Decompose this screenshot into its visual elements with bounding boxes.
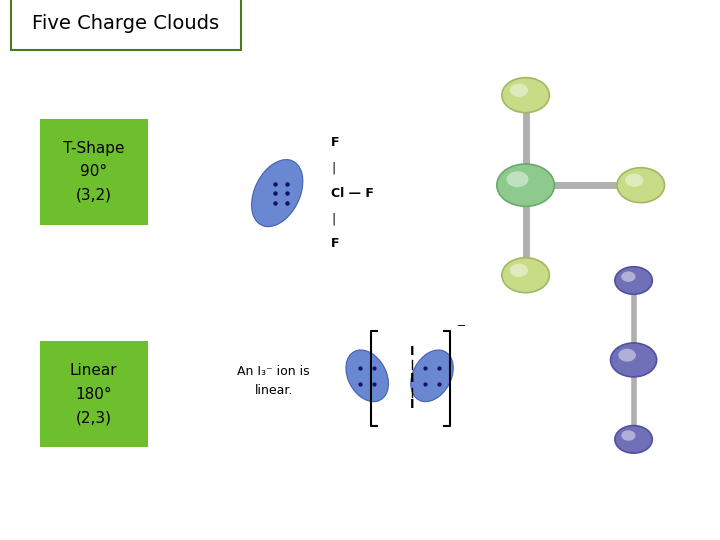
Text: F: F xyxy=(331,238,340,251)
Circle shape xyxy=(617,168,665,202)
Circle shape xyxy=(502,258,549,293)
Ellipse shape xyxy=(251,159,303,227)
Circle shape xyxy=(625,174,643,187)
Text: T-Shape
90°
(3,2): T-Shape 90° (3,2) xyxy=(63,141,125,203)
Text: |: | xyxy=(331,161,336,174)
Circle shape xyxy=(618,349,636,362)
Circle shape xyxy=(621,430,636,441)
Ellipse shape xyxy=(410,350,454,402)
Circle shape xyxy=(615,426,652,453)
Circle shape xyxy=(507,171,528,187)
FancyBboxPatch shape xyxy=(40,341,148,447)
Text: I: I xyxy=(410,399,414,411)
Text: Five Charge Clouds: Five Charge Clouds xyxy=(32,14,220,33)
Text: Linear
180°
(2,3): Linear 180° (2,3) xyxy=(70,363,117,426)
Text: An I₃⁻ ion is
linear.: An I₃⁻ ion is linear. xyxy=(238,365,310,397)
Circle shape xyxy=(611,343,657,377)
FancyBboxPatch shape xyxy=(40,119,148,225)
FancyBboxPatch shape xyxy=(11,0,241,50)
Text: F: F xyxy=(331,136,340,148)
Circle shape xyxy=(510,84,528,97)
Circle shape xyxy=(510,264,528,277)
Circle shape xyxy=(615,267,652,294)
Text: −: − xyxy=(457,321,467,330)
Text: Cl — F: Cl — F xyxy=(331,187,374,200)
Ellipse shape xyxy=(346,350,389,402)
Circle shape xyxy=(497,164,554,206)
Text: I: I xyxy=(410,372,414,385)
Text: I: I xyxy=(410,346,414,359)
Circle shape xyxy=(621,272,636,282)
Text: |: | xyxy=(331,212,336,225)
Circle shape xyxy=(502,78,549,113)
